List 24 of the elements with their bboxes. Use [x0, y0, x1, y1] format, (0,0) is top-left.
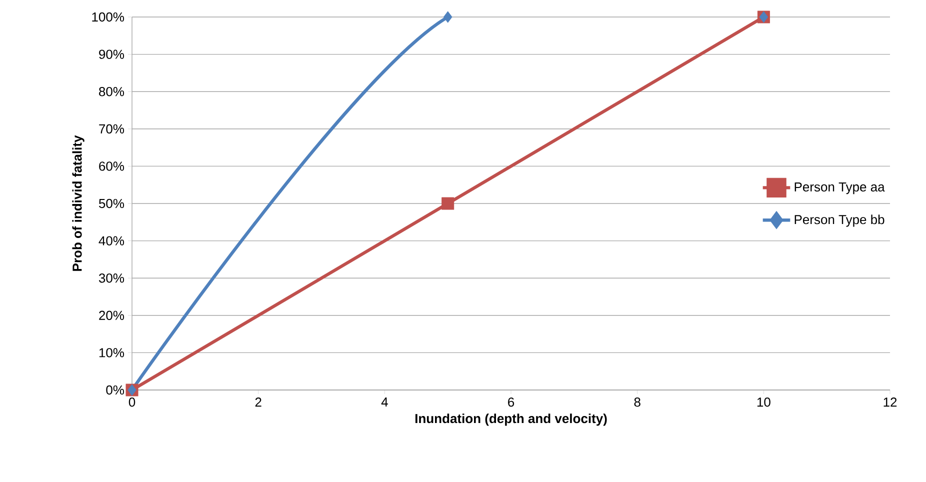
- y-tick-label: 30%: [98, 273, 124, 283]
- legend-label: Person Type bb: [794, 214, 884, 227]
- x-tick-label: 12: [884, 398, 897, 407]
- x-tick-label: 2: [255, 398, 262, 407]
- y-tick-label: 10%: [99, 348, 124, 358]
- y-tick-label: 0%: [106, 385, 124, 395]
- y-tick-label: 70%: [99, 124, 124, 134]
- y-tick-label: 100%: [92, 12, 124, 22]
- y-tick-label: 90%: [99, 50, 124, 59]
- y-tick-label: 60%: [99, 162, 124, 171]
- x-tick-label: 0: [128, 398, 136, 407]
- y-tick-label: 80%: [99, 86, 124, 96]
- point: [443, 11, 452, 23]
- x-tick-label: 8: [634, 398, 640, 407]
- y-tick-label: 50%: [98, 198, 124, 208]
- x-axis-title: Inundation (depth and velocity): [415, 414, 607, 426]
- x-tick-label: 10: [757, 398, 770, 407]
- y-axis-title: Prob of individ fatality: [72, 135, 84, 271]
- point: [442, 197, 454, 210]
- legend-label: Person Type aa: [794, 182, 885, 194]
- x-tick-label: 6: [508, 398, 514, 407]
- y-tick-label: 40%: [98, 236, 124, 246]
- x-tick-label: 4: [381, 398, 388, 406]
- y-tick-label: 20%: [99, 310, 124, 320]
